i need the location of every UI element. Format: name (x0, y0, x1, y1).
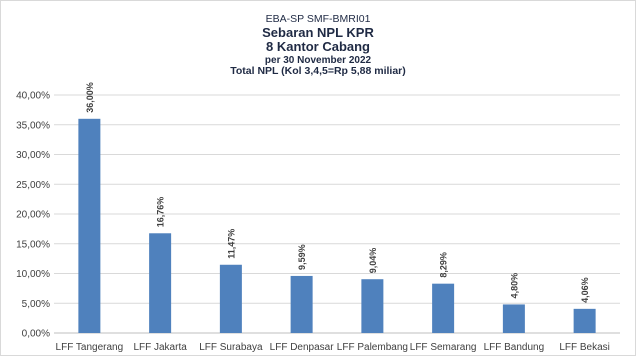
x-tick-label: LFF Bandung (484, 342, 545, 353)
bar-5 (432, 283, 455, 333)
chart-title-line-1: EBA-SP SMF-BMRI01 (265, 13, 371, 25)
bar-7 (573, 308, 596, 333)
data-label: 9,59% (297, 244, 307, 270)
bar-1 (149, 233, 172, 333)
bar-0 (78, 118, 101, 333)
bar-6 (502, 304, 525, 333)
y-tick-label: 0,00% (22, 329, 50, 340)
y-tick-label: 20,00% (16, 210, 50, 221)
chart-subtitle-total: Total NPL (Kol 3,4,5=Rp 5,88 miliar) (230, 65, 406, 78)
x-tick-label: LFF Palembang (337, 342, 408, 353)
data-label: 11,47% (226, 229, 236, 259)
bar-3 (290, 275, 313, 333)
y-tick-label: 30,00% (16, 150, 50, 161)
y-tick-label: 35,00% (16, 120, 50, 131)
y-tick-label: 5,00% (22, 299, 50, 310)
data-label: 4,80% (509, 273, 519, 299)
y-tick-label: 25,00% (16, 180, 50, 191)
x-tick-label: LFF Semarang (410, 342, 477, 353)
x-tick-label: LFF Bekasi (559, 342, 610, 353)
y-tick-label: 10,00% (16, 269, 50, 280)
y-tick-label: 40,00% (16, 91, 50, 102)
data-label: 9,04% (368, 248, 378, 274)
chart-title-line-3: 8 Kantor Cabang (265, 39, 370, 55)
data-label: 16,76% (156, 197, 166, 228)
data-label: 4,06% (580, 277, 590, 303)
x-tick-label: LFF Denpasar (270, 342, 335, 353)
x-tick-label: LFF Jakarta (133, 342, 187, 353)
chart-title-line-2: Sebaran NPL KPR (262, 24, 374, 40)
bar-4 (361, 279, 384, 333)
x-tick-label: LFF Tangerang (56, 342, 124, 353)
x-tick-label: LFF Surabaya (199, 342, 263, 353)
bar-2 (219, 264, 242, 333)
chart-subtitle-date: per 30 November 2022 (264, 54, 372, 66)
data-label: 8,29% (439, 252, 449, 278)
y-tick-label: 15,00% (16, 239, 50, 250)
data-label: 36,00% (85, 82, 95, 113)
chart-title-block: EBA-SP SMF-BMRI01 Sebaran NPL KPR 8 Kant… (0, 13, 636, 78)
